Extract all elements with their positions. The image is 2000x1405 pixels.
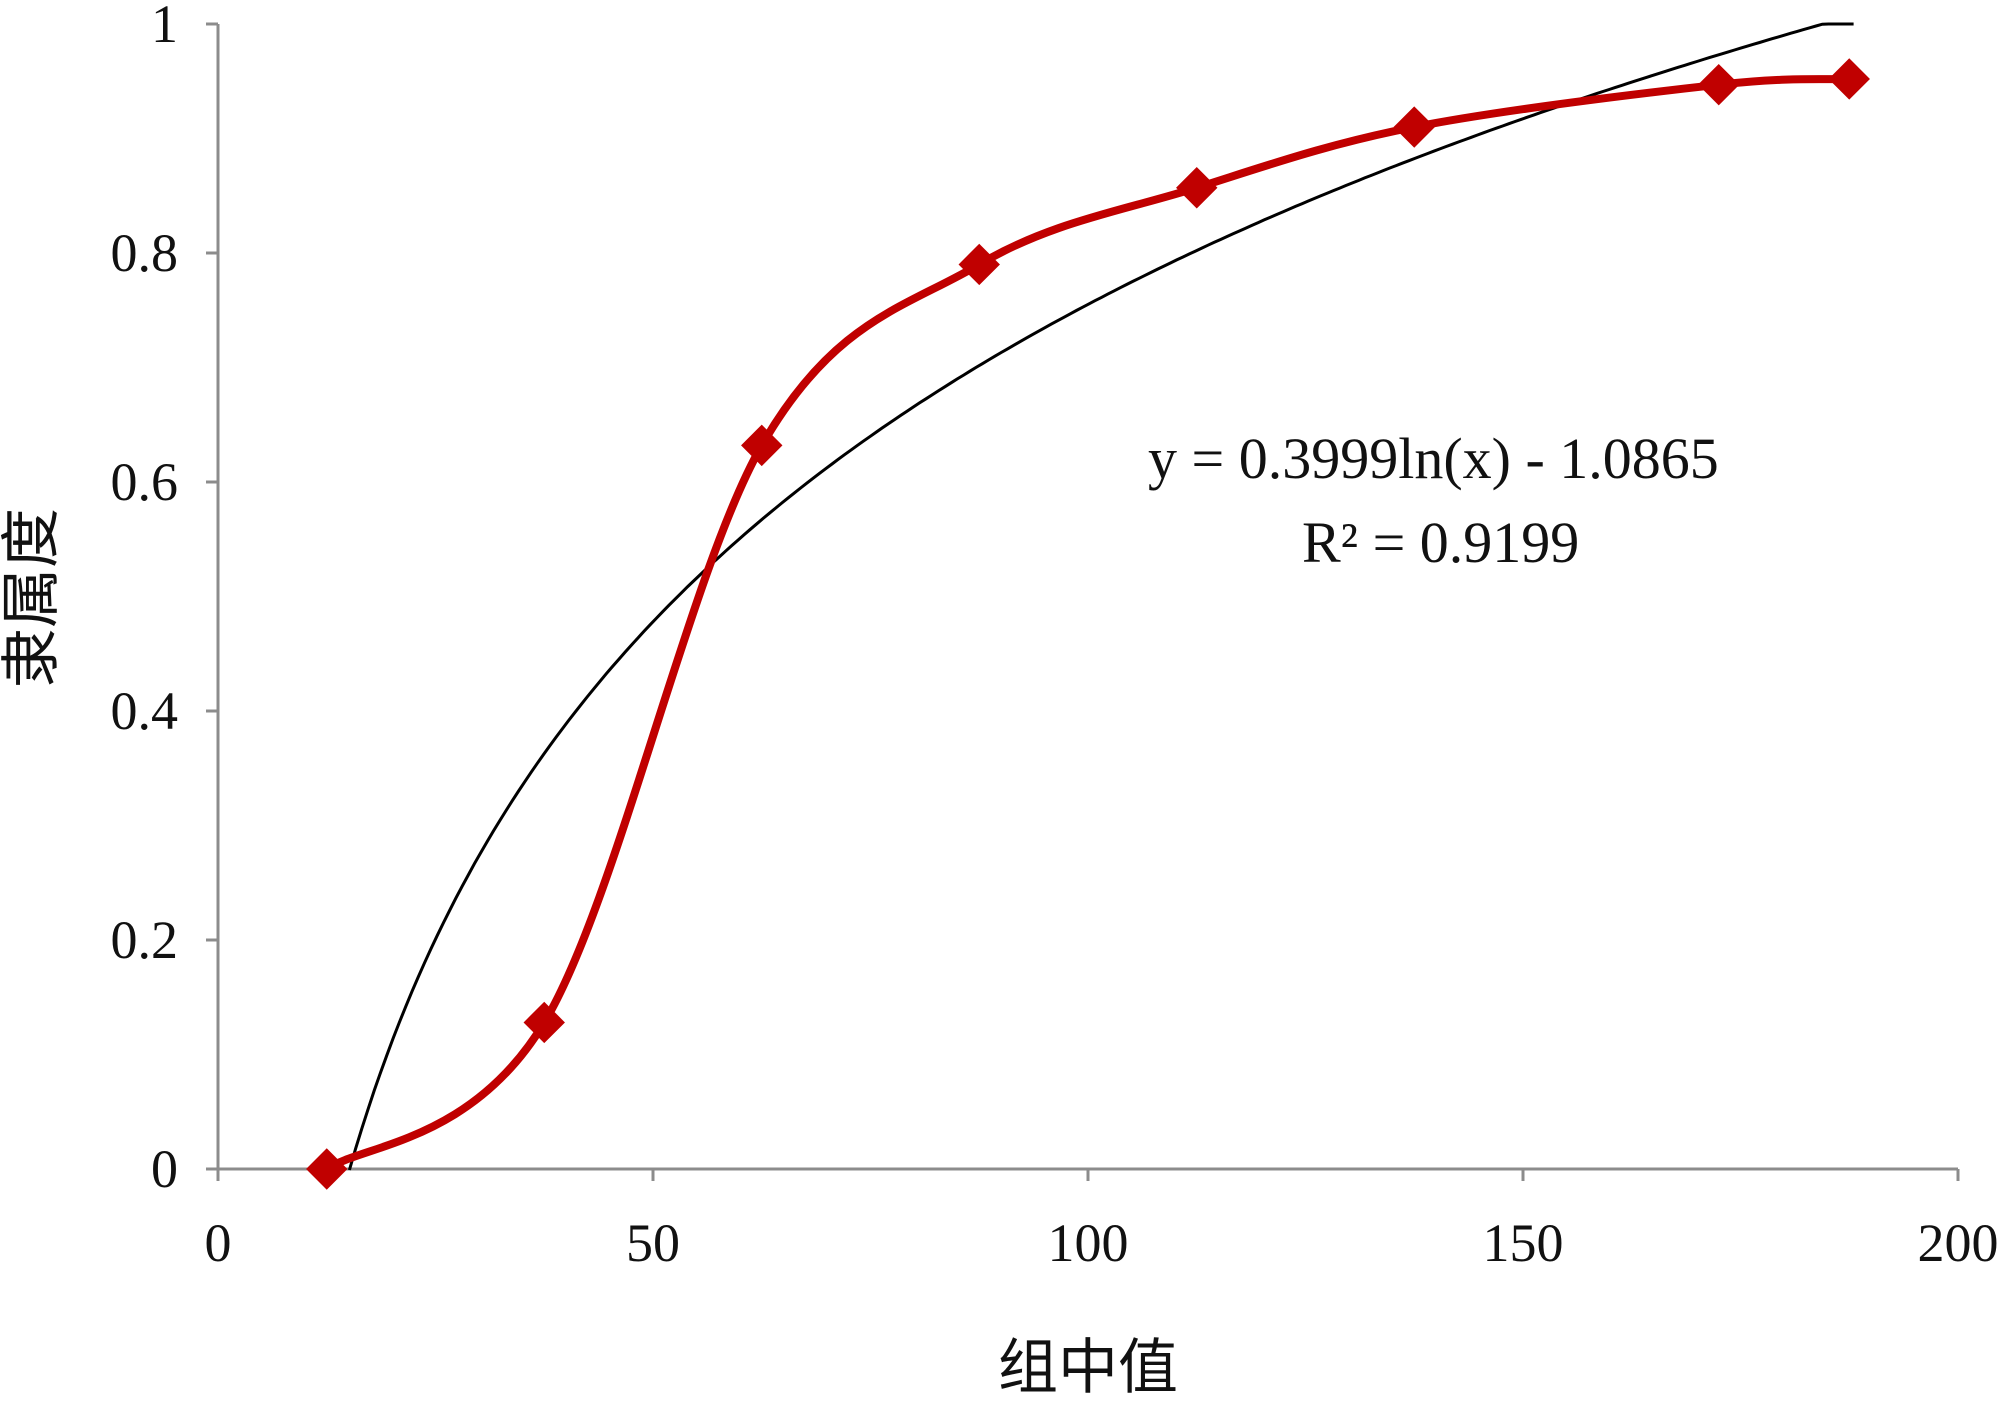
trendline-equation: y = 0.3999ln(x) - 1.0865 R² = 0.9199 — [1148, 426, 1719, 575]
data-point-marker — [741, 424, 783, 467]
trendline — [347, 22, 1854, 1171]
x-tick-label: 100 — [1048, 1213, 1129, 1273]
y-tick-label: 0.2 — [111, 910, 179, 970]
y-tick-label: 0 — [151, 1139, 178, 1199]
data-point-marker — [958, 243, 1000, 286]
x-tick-label: 200 — [1918, 1213, 1999, 1273]
y-tick-label: 0.6 — [111, 452, 179, 512]
data-point-marker — [306, 1148, 348, 1190]
data-point-marker — [1828, 58, 1870, 100]
y-tick-label: 0.4 — [111, 681, 179, 741]
x-axis-ticks: 0 50 100 150 200 — [205, 1169, 1999, 1273]
x-tick-label: 50 — [626, 1213, 680, 1273]
trendline-layer — [347, 22, 1854, 1171]
series-line — [324, 75, 1850, 1173]
equation-text: y = 0.3999ln(x) - 1.0865 — [1148, 426, 1719, 491]
data-point-marker — [1393, 106, 1435, 148]
axes — [216, 24, 1958, 1171]
y-tick-label: 1 — [151, 0, 178, 54]
y-axis-ticks: 0 0.2 0.4 0.6 0.8 1 — [111, 0, 218, 1199]
x-tick-label: 150 — [1483, 1213, 1564, 1273]
y-tick-label: 0.8 — [111, 223, 179, 283]
data-point-marker — [523, 1001, 565, 1044]
r-squared-text: R² = 0.9199 — [1302, 510, 1579, 575]
data-point-marker — [1698, 63, 1740, 106]
y-axis-title: 隶属度 — [0, 508, 65, 688]
x-tick-label: 0 — [205, 1213, 232, 1273]
data-point-marker — [1176, 167, 1218, 209]
x-axis-title: 组中值 — [998, 1335, 1178, 1401]
series-layer — [306, 58, 1870, 1190]
